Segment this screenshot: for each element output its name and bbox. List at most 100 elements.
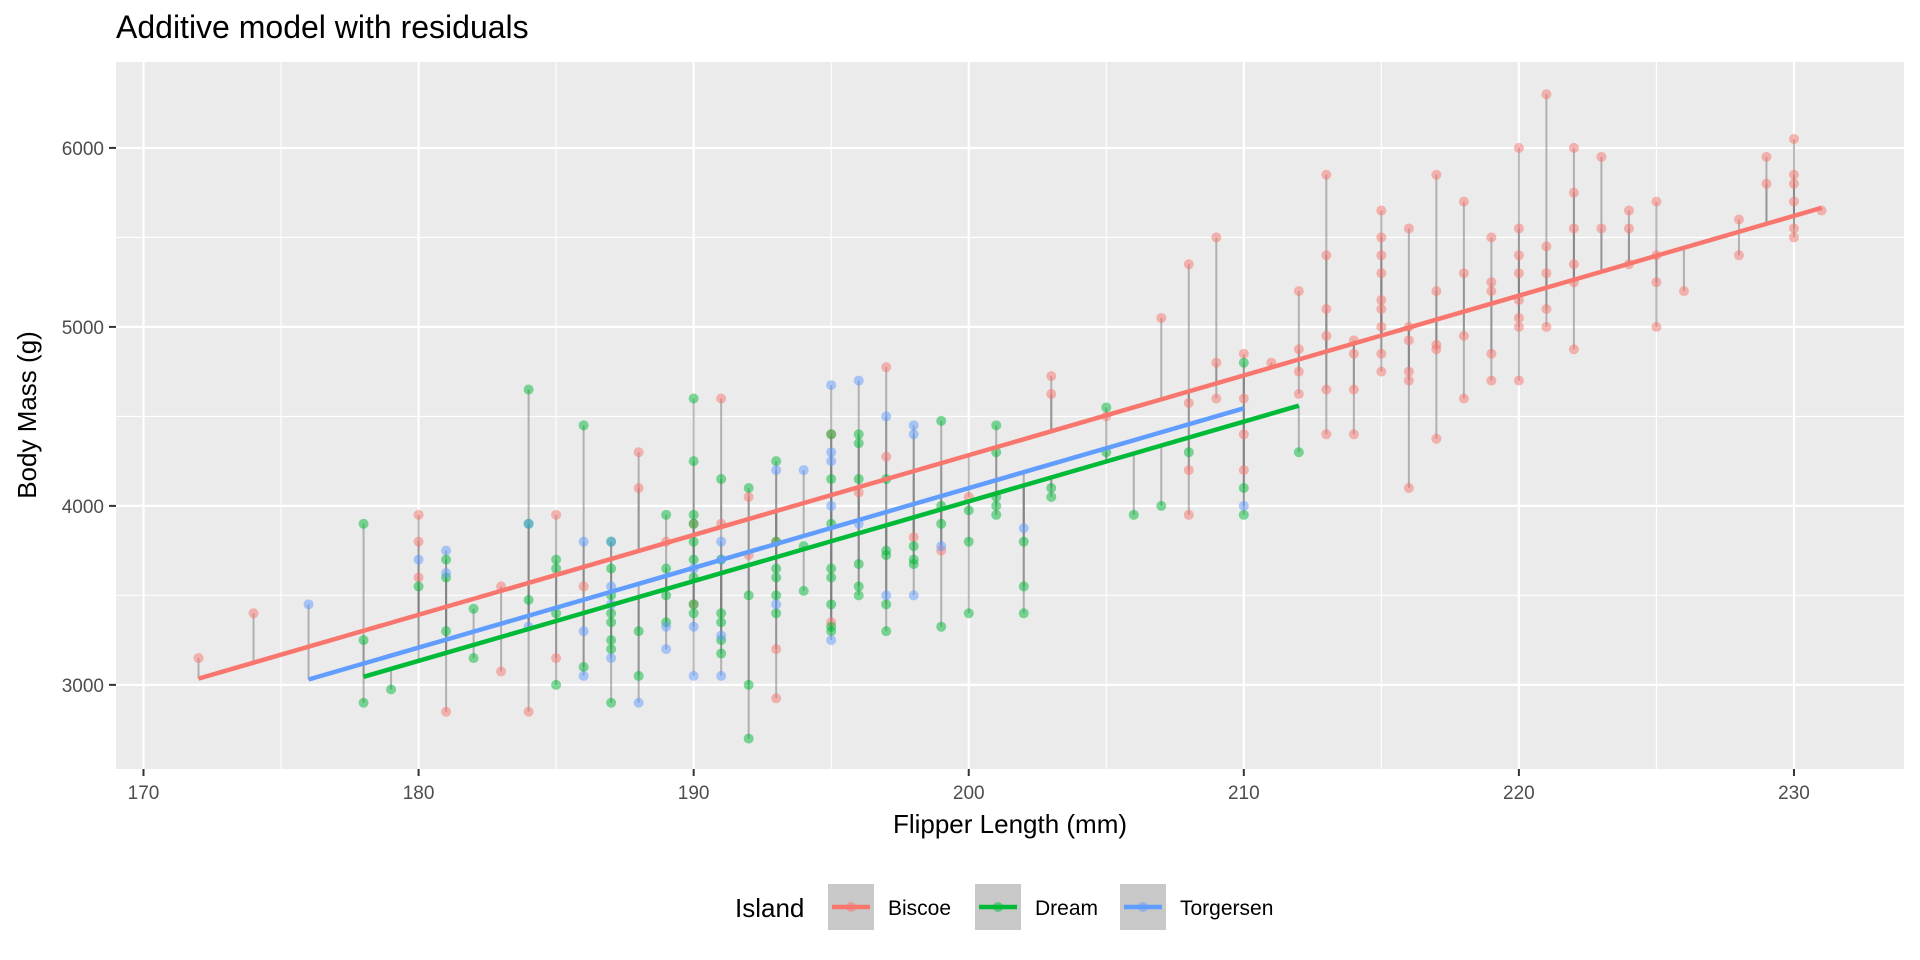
point-torgersen: [716, 536, 727, 547]
point-biscoe: [1513, 250, 1524, 261]
point-biscoe: [1211, 232, 1222, 243]
point-dream: [661, 563, 672, 574]
point-torgersen: [881, 590, 892, 601]
point-biscoe: [1293, 286, 1304, 297]
point-torgersen: [908, 420, 919, 431]
point-dream: [963, 608, 974, 619]
legend-point-torgersen: [1138, 902, 1148, 912]
point-biscoe: [441, 706, 452, 717]
y-axis-title: Body Mass (g): [12, 331, 42, 499]
point-torgersen: [771, 599, 782, 610]
point-biscoe: [1651, 196, 1662, 207]
point-torgersen: [826, 635, 837, 646]
point-biscoe: [1486, 375, 1497, 386]
legend-label-torgersen: Torgersen: [1180, 897, 1273, 920]
point-biscoe: [1623, 223, 1634, 234]
point-biscoe: [1788, 133, 1799, 144]
plot-panel: [116, 62, 1904, 769]
point-dream: [1238, 509, 1249, 520]
point-biscoe: [1348, 348, 1359, 359]
point-dream: [798, 585, 809, 596]
x-tick-label: 180: [403, 783, 435, 804]
point-dream: [606, 635, 617, 646]
point-biscoe: [1513, 375, 1524, 386]
point-biscoe: [1788, 178, 1799, 189]
point-biscoe: [1761, 178, 1772, 189]
point-dream: [358, 518, 369, 529]
point-dream: [771, 608, 782, 619]
point-biscoe: [1431, 169, 1442, 180]
point-biscoe: [1733, 250, 1744, 261]
point-dream: [1018, 536, 1029, 547]
fit-line-torgersen: [307, 406, 1245, 682]
point-biscoe: [1376, 304, 1387, 315]
point-dream: [716, 608, 727, 619]
point-biscoe: [1596, 151, 1607, 162]
point-torgersen: [523, 518, 534, 529]
point-dream: [1238, 482, 1249, 493]
point-biscoe: [1348, 429, 1359, 440]
point-biscoe: [1568, 142, 1579, 153]
legend-title: Island: [735, 893, 804, 923]
point-biscoe: [1513, 321, 1524, 332]
point-biscoe: [1238, 465, 1249, 476]
point-biscoe: [1788, 232, 1799, 243]
point-dream: [853, 438, 864, 449]
fit-lines: [197, 205, 1823, 682]
point-dream: [606, 563, 617, 574]
point-dream: [606, 644, 617, 655]
fit-line-dream: [362, 403, 1300, 679]
point-dream: [771, 590, 782, 601]
point-dream: [1018, 608, 1029, 619]
point-torgersen: [688, 670, 699, 681]
point-biscoe: [496, 666, 507, 677]
y-tick-label: 3000: [62, 676, 104, 697]
point-dream: [1018, 581, 1029, 592]
point-biscoe: [1293, 366, 1304, 377]
point-biscoe: [1788, 223, 1799, 234]
point-dream: [743, 733, 754, 744]
point-dream: [523, 384, 534, 395]
point-biscoe: [771, 644, 782, 655]
point-biscoe: [1376, 321, 1387, 332]
point-dream: [551, 563, 562, 574]
point-biscoe: [413, 509, 424, 520]
point-biscoe: [1183, 397, 1194, 408]
point-dream: [578, 661, 589, 672]
x-tick-label: 210: [1228, 783, 1260, 804]
point-dream: [1046, 491, 1057, 502]
point-biscoe: [193, 653, 204, 664]
point-dream: [386, 684, 397, 695]
point-biscoe: [1321, 250, 1332, 261]
point-dream: [688, 393, 699, 404]
point-dream: [688, 456, 699, 467]
point-torgersen: [1018, 523, 1029, 534]
point-biscoe: [1321, 429, 1332, 440]
point-dream: [908, 559, 919, 570]
point-dream: [936, 518, 947, 529]
point-dream: [358, 697, 369, 708]
point-biscoe: [1293, 344, 1304, 355]
point-biscoe: [1541, 321, 1552, 332]
point-biscoe: [1568, 223, 1579, 234]
point-dream: [771, 572, 782, 583]
point-torgersen: [908, 590, 919, 601]
legend-point-dream: [993, 902, 1003, 912]
point-biscoe: [1321, 304, 1332, 315]
point-biscoe: [1238, 429, 1249, 440]
point-biscoe: [1458, 330, 1469, 341]
point-biscoe: [1733, 214, 1744, 225]
point-biscoe: [1431, 344, 1442, 355]
point-dream: [688, 536, 699, 547]
point-biscoe: [1376, 366, 1387, 377]
point-biscoe: [1321, 330, 1332, 341]
point-biscoe: [578, 581, 589, 592]
point-biscoe: [1403, 223, 1414, 234]
point-biscoe: [1513, 142, 1524, 153]
point-dream: [661, 509, 672, 520]
point-biscoe: [1403, 482, 1414, 493]
point-dream: [936, 621, 947, 632]
point-dream: [716, 617, 727, 628]
point-dream: [826, 429, 837, 440]
